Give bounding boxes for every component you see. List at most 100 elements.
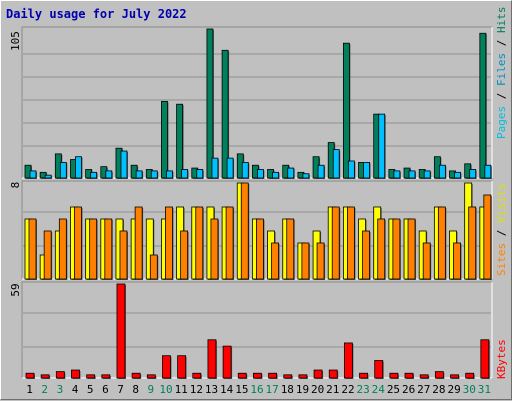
files-bar [29,170,37,179]
files-bar [241,161,249,179]
day-label: 27 [417,383,430,396]
day-label: 12 [190,383,203,396]
sites-bar [104,218,113,280]
legend-separator: / [495,223,508,243]
sites-bar [377,218,386,280]
day-label: 14 [220,383,234,396]
day-label: 8 [132,383,139,396]
sites-bar [225,206,234,280]
files-bar [423,170,431,179]
sites-bar [43,230,52,280]
legend-entry: Visits [495,183,508,223]
panel-background [21,26,493,179]
kbytes-bar [101,374,111,379]
files-bar [454,171,461,179]
legend-entry: Sites [495,243,508,276]
y-tick-hits: 105 [9,31,22,51]
day-label: 2 [41,383,48,396]
day-label: 24 [372,383,386,396]
files-bar [347,160,355,179]
files-bar [363,161,370,179]
sites-bar [453,242,461,280]
panel-background [21,281,493,379]
files-bar [332,149,340,179]
kbytes-bar [404,372,414,379]
hits-bar [176,103,184,179]
day-label: 3 [57,383,64,396]
files-bar [438,164,446,179]
kbytes-bar [389,372,399,379]
sites-bar [149,254,158,280]
sites-bar [316,242,325,280]
kbytes-bar [450,374,459,379]
sites-bar [422,242,431,280]
kbytes-bar [298,374,308,379]
day-label: 20 [311,383,324,396]
day-label: 13 [205,383,218,396]
files-bar [287,167,295,179]
files-bar [181,169,189,179]
sites-bar [240,182,249,280]
files-bar [211,157,219,179]
sites-bar [392,218,401,280]
legend-separator: / [495,86,508,106]
sites-bar [180,230,189,280]
y-tick-visits: 8 [9,182,22,189]
kbytes-bar [71,369,80,379]
day-label: 17 [266,383,279,396]
kbytes-bar [222,345,232,379]
files-bar [105,170,113,179]
kbytes-bar [86,374,96,379]
sites-bar [74,206,82,280]
kbytes-bar [253,372,262,379]
sites-bar [165,206,173,280]
files-bar [378,113,386,179]
sites-bar [346,206,355,280]
legend-kbytes: KBytes [495,339,508,379]
sites-bar [437,206,446,280]
files-bar [317,164,325,179]
kbytes-bar [162,355,171,379]
kbytes-bar [419,374,429,379]
kbytes-bar [374,360,384,379]
day-label: 11 [175,383,188,396]
hits-bar [479,32,487,179]
files-bar [393,170,401,179]
kbytes-bar [237,372,247,379]
kbytes-bar [40,374,50,379]
panel-3 [21,281,493,379]
files-bar [150,170,158,179]
kbytes-bar [177,355,187,379]
sites-bar [331,206,340,280]
files-bar [257,169,264,179]
legend-entry: KBytes [495,339,508,379]
sites-bar [271,242,279,280]
day-label: 1 [26,383,33,396]
sites-bar [195,206,204,280]
day-label: 5 [87,383,94,396]
files-bar [226,157,234,179]
kbytes-bar [313,369,323,379]
hits-bar [206,28,214,179]
kbytes-bar [55,371,65,379]
day-label: 23 [357,383,370,396]
legend-entry: Files [495,53,508,86]
sites-bar [286,218,295,280]
day-label: 9 [148,383,155,396]
files-bar [469,169,477,179]
kbytes-bar [328,369,338,379]
kbytes-bar [283,374,293,379]
kbytes-bar [480,339,490,379]
kbytes-bar [192,372,202,379]
files-bar [166,170,173,179]
kbytes-bar [131,372,141,379]
hits-bar [161,100,168,179]
sites-bar [134,206,143,280]
sites-bar [483,194,492,280]
sites-bar [468,206,477,280]
legend-hits-files-pages: Pages / Files / Hits [495,7,508,140]
files-bar [135,170,143,179]
kbytes-bar [343,342,353,379]
files-bar [196,169,204,179]
